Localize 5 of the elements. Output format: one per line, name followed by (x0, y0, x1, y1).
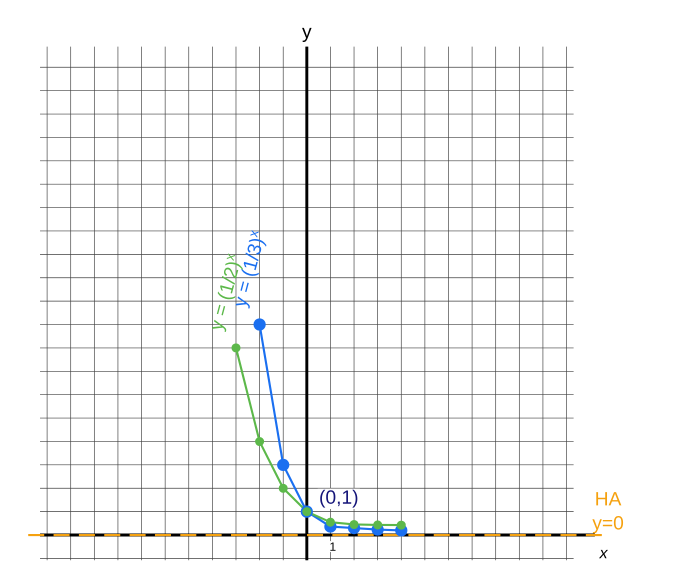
text: 1 (330, 542, 336, 551)
text: y (302, 28, 312, 42)
x-axis-title: x (598, 550, 608, 558)
annotation: (0,1) (320, 490, 358, 508)
ref-line-label: HA y=0 (592, 492, 624, 534)
